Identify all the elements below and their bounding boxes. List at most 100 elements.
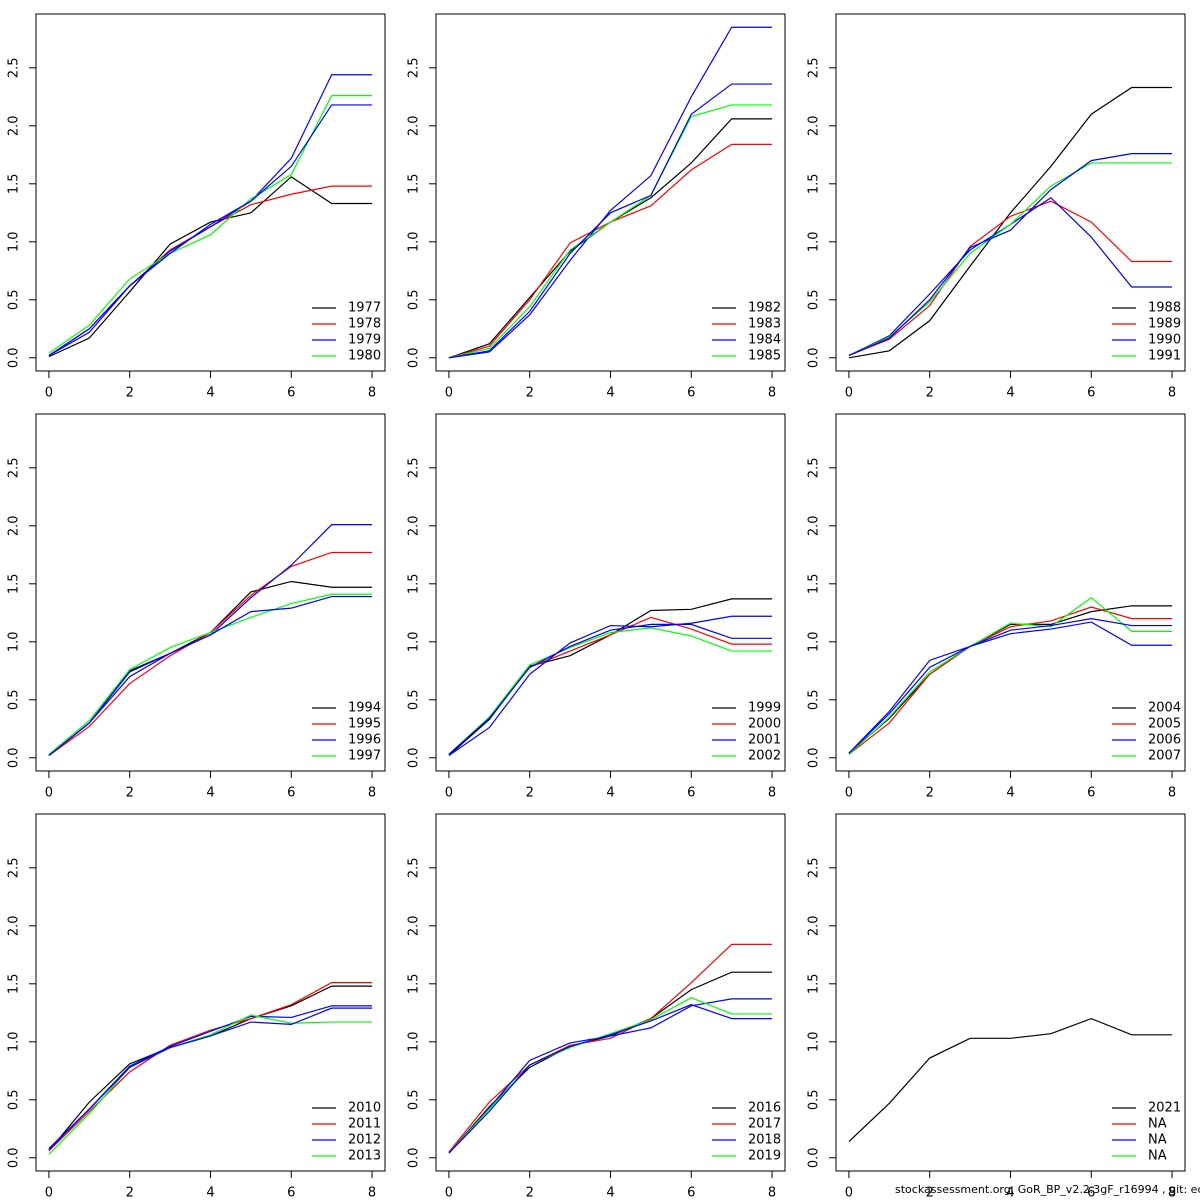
series-line — [848, 153, 1173, 357]
y-tick-label: 2.5 — [7, 457, 22, 478]
series-line — [448, 26, 773, 359]
legend-label: 1989 — [1148, 317, 1181, 332]
series-line — [448, 943, 773, 1153]
legend-label: 2011 — [348, 1117, 381, 1132]
y-tick-label: 1.0 — [7, 631, 22, 652]
series-line — [848, 621, 1173, 754]
y-tick-label: 2.5 — [807, 857, 822, 878]
x-tick-label: 2 — [926, 1186, 934, 1200]
y-tick-label: 2.5 — [407, 457, 422, 478]
y-tick-label: 1.5 — [407, 573, 422, 594]
legend-label: 1978 — [348, 317, 381, 332]
series-line — [48, 185, 373, 356]
series-line — [448, 623, 773, 755]
y-tick-label: 0.0 — [407, 347, 422, 368]
x-tick-label: 6 — [687, 786, 695, 801]
x-tick-label: 2 — [526, 786, 534, 801]
y-tick-label: 0.5 — [7, 689, 22, 710]
series-line — [448, 997, 773, 1154]
x-tick-label: 0 — [845, 786, 853, 801]
x-tick-label: 6 — [287, 1186, 295, 1200]
y-tick-label: 0.0 — [807, 1147, 822, 1168]
plot-box — [35, 413, 386, 772]
legend-label: 2021 — [1148, 1101, 1181, 1116]
plot-box — [835, 13, 1186, 372]
y-tick-label: 2.5 — [807, 57, 822, 78]
x-tick-label: 2 — [926, 786, 934, 801]
series-line — [448, 627, 773, 755]
series-line — [48, 524, 373, 756]
x-tick-label: 8 — [768, 786, 776, 801]
y-tick-label: 2.0 — [807, 915, 822, 936]
plot-box — [35, 813, 386, 1172]
x-tick-label: 8 — [368, 386, 376, 401]
x-tick-label: 6 — [287, 786, 295, 801]
series-line — [448, 143, 773, 359]
x-tick-label: 6 — [687, 1186, 695, 1200]
legend-label: 2017 — [748, 1117, 781, 1132]
x-tick-label: 8 — [1168, 1186, 1176, 1200]
legend-label: 2016 — [748, 1101, 781, 1116]
series-line — [848, 1017, 1173, 1142]
y-tick-label: 2.5 — [407, 857, 422, 878]
series-line — [48, 176, 373, 358]
series-line — [448, 1004, 773, 1154]
x-tick-label: 6 — [1087, 386, 1095, 401]
x-tick-label: 2 — [526, 1186, 534, 1200]
footer: stockassessment.org, GoR_BP_v2.2.3gF_r16… — [895, 1183, 1200, 1196]
x-tick-label: 0 — [445, 386, 453, 401]
legend-label: 2002 — [748, 749, 781, 764]
x-tick-label: 8 — [368, 786, 376, 801]
series-line — [48, 1005, 373, 1149]
x-tick-label: 4 — [206, 786, 214, 801]
x-tick-label: 0 — [845, 1186, 853, 1200]
x-tick-label: 6 — [287, 386, 295, 401]
x-tick-label: 8 — [1168, 786, 1176, 801]
y-tick-label: 0.5 — [407, 689, 422, 710]
x-tick-label: 4 — [606, 786, 614, 801]
x-tick-label: 4 — [206, 1186, 214, 1200]
series-line — [48, 74, 373, 356]
y-tick-label: 2.5 — [7, 857, 22, 878]
series-line — [48, 580, 373, 756]
legend-label: 1988 — [1148, 301, 1181, 316]
x-tick-label: 4 — [606, 1186, 614, 1200]
y-tick-label: 0.0 — [7, 747, 22, 768]
x-tick-label: 4 — [1006, 1186, 1014, 1200]
series-line — [848, 200, 1173, 357]
legend-label: 2007 — [1148, 749, 1181, 764]
x-tick-label: 0 — [445, 1186, 453, 1200]
y-tick-label: 0.0 — [407, 1147, 422, 1168]
series-line — [848, 86, 1173, 359]
x-tick-label: 2 — [126, 1186, 134, 1200]
y-tick-label: 1.5 — [7, 173, 22, 194]
x-tick-label: 4 — [606, 386, 614, 401]
y-tick-label: 1.0 — [807, 1031, 822, 1052]
series-line — [48, 1014, 373, 1155]
series-line — [48, 104, 373, 356]
legend-label: 2012 — [348, 1133, 381, 1148]
y-tick-label: 0.0 — [807, 347, 822, 368]
x-tick-label: 0 — [445, 786, 453, 801]
y-tick-label: 2.0 — [7, 515, 22, 536]
x-tick-label: 2 — [126, 786, 134, 801]
y-tick-label: 2.0 — [807, 115, 822, 136]
legend-label: 1999 — [748, 701, 781, 716]
y-tick-label: 1.0 — [807, 231, 822, 252]
series-line — [448, 118, 773, 359]
legend-label: NA — [1148, 1117, 1167, 1132]
y-tick-label: 1.0 — [7, 231, 22, 252]
y-tick-label: 0.0 — [807, 747, 822, 768]
x-tick-label: 0 — [45, 786, 53, 801]
legend-label: 1979 — [348, 333, 381, 348]
series-line — [448, 615, 773, 756]
x-tick-label: 6 — [1087, 1186, 1095, 1200]
series-line — [848, 617, 1173, 754]
legend-label: 2000 — [748, 717, 781, 732]
y-tick-label: 1.0 — [407, 1031, 422, 1052]
